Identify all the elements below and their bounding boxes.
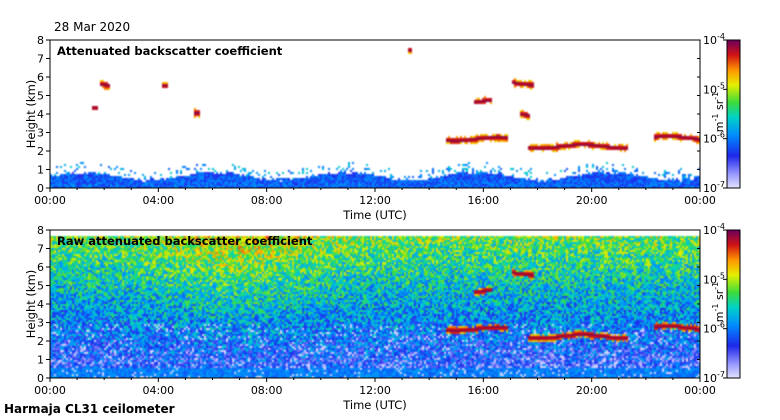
colorbar-tick-exp: -7 [717, 370, 725, 379]
heatmap-image [50, 40, 700, 188]
colorbar-tick-exp: -4 [717, 222, 725, 231]
unit-base2: sr [713, 289, 726, 303]
x-tick-label: 00:00 [684, 194, 716, 207]
colorbar-tick-label: 10-4 [703, 222, 725, 237]
y-tick-label: 3 [37, 317, 44, 330]
colorbar-tick-base: 10 [703, 273, 717, 286]
colorbar-unit: m-1 sr-1 [711, 282, 726, 322]
x-axis-label: Time (UTC) [342, 208, 407, 222]
y-tick-label: 7 [37, 243, 44, 256]
y-tick-label: 5 [37, 90, 44, 103]
unit-exp2: -1 [711, 92, 720, 100]
y-tick-label: 0 [37, 182, 44, 195]
y-tick-label: 4 [37, 298, 44, 311]
colorbar-tick-label: 10-7 [703, 180, 725, 195]
colorbar-tick-exp: -7 [717, 180, 725, 189]
y-tick-label: 3 [37, 127, 44, 140]
x-tick-label: 00:00 [34, 194, 66, 207]
x-tick-label: 16:00 [467, 384, 499, 397]
unit-base: m [713, 312, 726, 323]
chart-panel-top: Attenuated backscatter coefficient 0 1 2 3 4 5… [24, 32, 741, 222]
x-tick-label: 12:00 [359, 194, 391, 207]
x-tick-label: 00:00 [684, 384, 716, 397]
colorbar-tick-exp: -5 [717, 271, 725, 280]
colorbar-tick-label: 10-5 [703, 271, 725, 286]
date-label: 28 Mar 2020 [54, 20, 130, 34]
x-tick-label: 20:00 [576, 384, 608, 397]
y-tick-label: 5 [37, 280, 44, 293]
x-tick-label: 04:00 [142, 384, 174, 397]
colorbar-tick-base: 10 [703, 83, 717, 96]
colorbar-tick-label: 10-7 [703, 370, 725, 385]
colorbar [727, 40, 740, 188]
x-tick-label: 04:00 [142, 194, 174, 207]
colorbar [727, 230, 740, 378]
unit-base2: sr [713, 99, 726, 113]
colorbar-frame [726, 229, 741, 379]
colorbar-tick-base: 10 [703, 182, 717, 195]
y-tick-label: 2 [37, 145, 44, 158]
x-tick-label: 20:00 [576, 194, 608, 207]
colorbar-tick-base: 10 [703, 224, 717, 237]
y-tick-label: 4 [37, 108, 44, 121]
x-tick-label: 16:00 [467, 194, 499, 207]
y-tick-label: 1 [37, 354, 44, 367]
colorbar-frame [726, 39, 741, 189]
colorbar-tick-label: 10-6 [703, 321, 725, 336]
y-tick-label: 6 [37, 71, 44, 84]
unit-exp2: -1 [711, 282, 720, 290]
unit-exp: -1 [711, 114, 720, 122]
y-tick-label: 8 [37, 224, 44, 237]
footer-label: Harmaja CL31 ceilometer [4, 402, 175, 416]
x-tick-label: 08:00 [251, 384, 283, 397]
colorbar-tick-exp: -5 [717, 81, 725, 90]
unit-exp: -1 [711, 304, 720, 312]
y-tick-label: 6 [37, 261, 44, 274]
y-tick-label: 8 [37, 34, 44, 47]
heatmap-image [50, 230, 700, 378]
colorbar-tick-base: 10 [703, 34, 717, 47]
y-axis-label: Height (km) [24, 80, 38, 149]
colorbar-tick-label: 10-5 [703, 81, 725, 96]
chart-panel-bottom: Raw attenuated backscatter coefficient 0 1… [24, 222, 741, 412]
plot-title: Attenuated backscatter coefficient [57, 44, 283, 58]
colorbar-tick-base: 10 [703, 323, 717, 336]
colorbar-tick-exp: -6 [717, 131, 725, 140]
y-tick-label: 2 [37, 335, 44, 348]
colorbar-tick-base: 10 [703, 133, 717, 146]
colorbar-tick-base: 10 [703, 372, 717, 385]
colorbar-tick-exp: -6 [717, 321, 725, 330]
plot-title: Raw attenuated backscatter coefficient [57, 234, 313, 248]
colorbar-tick-label: 10-6 [703, 131, 725, 146]
colorbar-tick-label: 10-4 [703, 32, 725, 47]
y-axis-label: Height (km) [24, 270, 38, 339]
x-axis-label: Time (UTC) [342, 398, 407, 412]
colorbar-tick-exp: -4 [717, 32, 725, 41]
y-tick-label: 7 [37, 53, 44, 66]
y-tick-label: 1 [37, 164, 44, 177]
y-tick-label: 0 [37, 372, 44, 385]
x-tick-label: 00:00 [34, 384, 66, 397]
colorbar-unit: m-1 sr-1 [711, 92, 726, 132]
unit-base: m [713, 122, 726, 133]
x-tick-label: 12:00 [359, 384, 391, 397]
x-tick-label: 08:00 [251, 194, 283, 207]
